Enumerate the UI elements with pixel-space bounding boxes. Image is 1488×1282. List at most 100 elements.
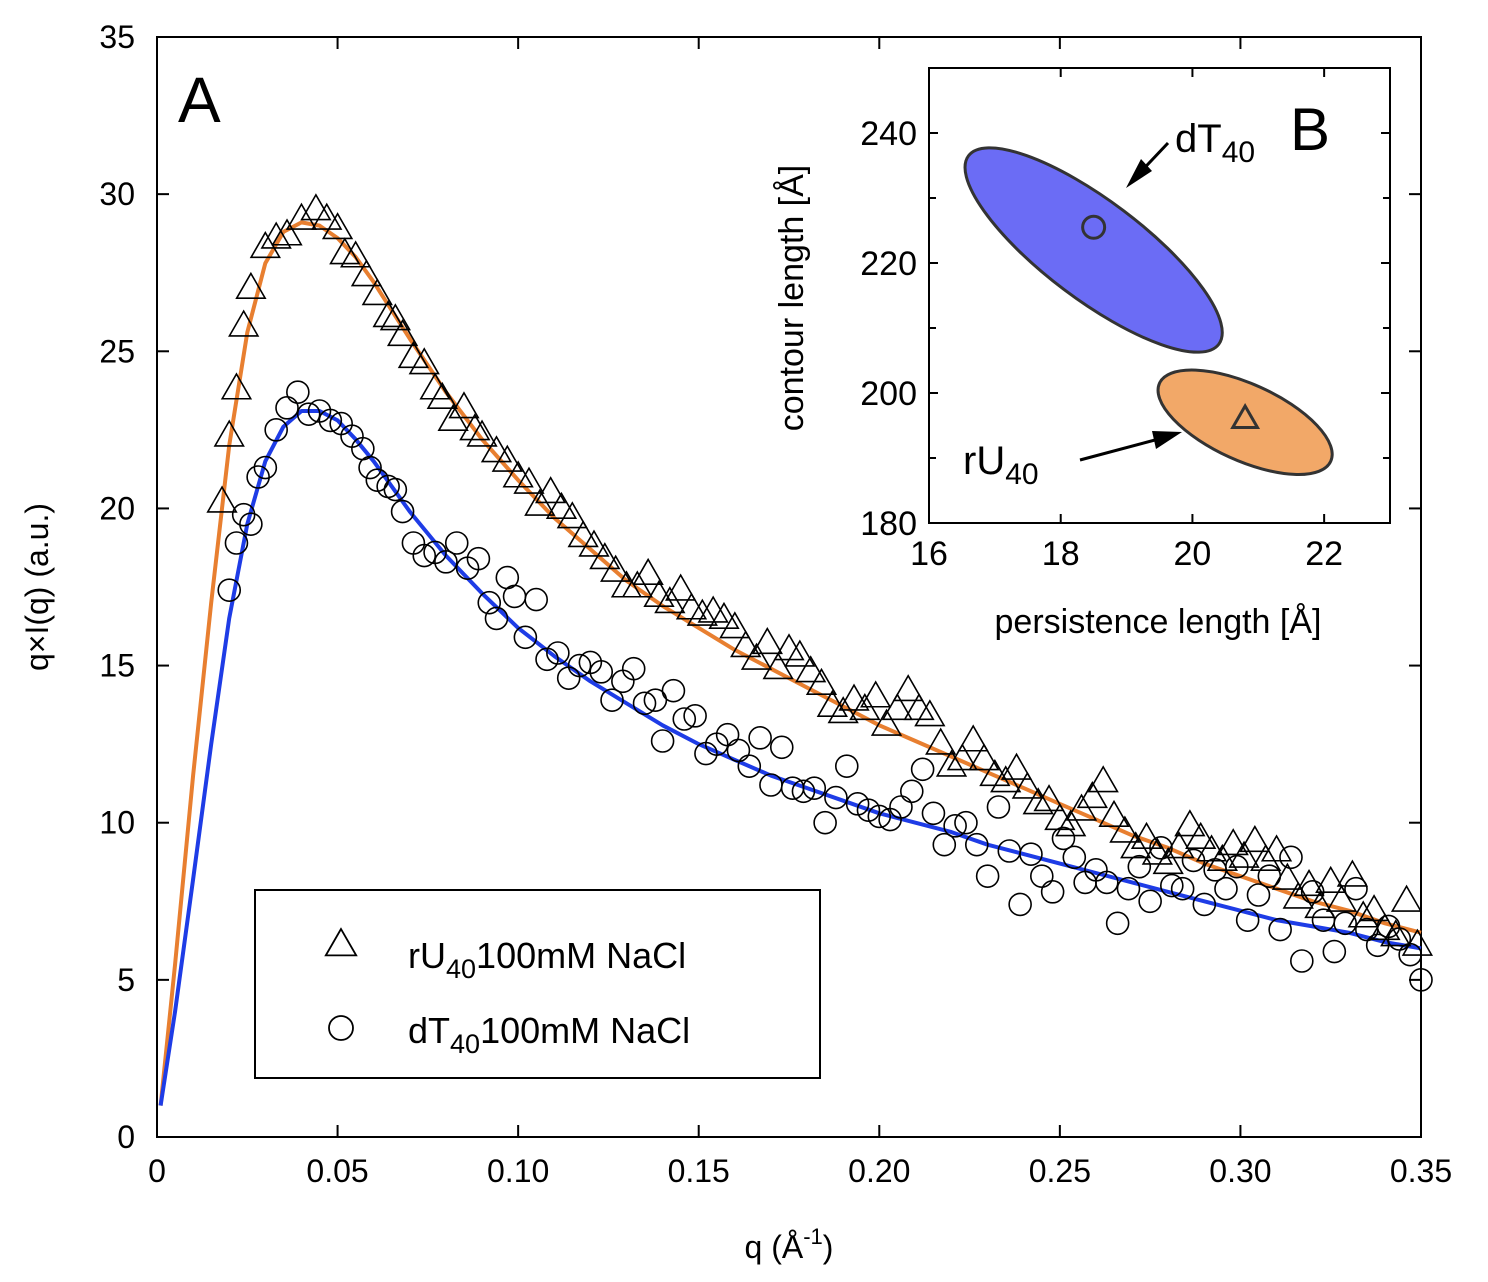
data-point-dt40: [484, 606, 509, 631]
data-point-ru40: [578, 529, 610, 557]
data-point-ru40: [665, 573, 697, 601]
data-point-dt40: [434, 550, 458, 574]
data-point-dt40: [791, 779, 816, 804]
data-point-ru40: [1098, 799, 1130, 827]
data-point-dt40: [502, 584, 527, 609]
data-point-dt40: [1073, 870, 1097, 895]
data-point-ru40: [1000, 752, 1033, 780]
legend-marker-circle: [328, 1015, 354, 1041]
data-point-ru40: [1380, 919, 1412, 947]
inset-y-tick-label: 200: [860, 375, 917, 413]
data-point-ru40: [1347, 900, 1379, 928]
data-point-ru40: [419, 372, 451, 400]
data-point-dt40: [1149, 836, 1173, 860]
data-point-dt40: [224, 531, 249, 555]
data-point-ru40: [1185, 821, 1217, 849]
data-point-ru40: [751, 626, 783, 655]
inset-x-tick-label: 20: [1174, 535, 1212, 573]
data-point-dt40: [1192, 892, 1217, 917]
data-point-ru40: [1087, 765, 1119, 793]
x-tick-label: 0.05: [306, 1153, 368, 1189]
data-point-ru40: [260, 221, 292, 249]
data-point-dt40: [672, 707, 697, 731]
data-point-ru40: [1195, 834, 1228, 862]
data-point-dt40: [1008, 892, 1032, 917]
data-point-dt40: [383, 477, 408, 502]
data-point-dt40: [1127, 854, 1152, 879]
data-point-ru40: [480, 435, 513, 463]
data-point-ru40: [600, 554, 632, 582]
data-points: [206, 193, 1434, 992]
data-point-ru40: [968, 743, 1000, 771]
x-tick-label: 0.30: [1209, 1153, 1271, 1189]
data-point-dt40: [1409, 968, 1433, 992]
ellipse-label-dt40: dT40: [1175, 117, 1255, 169]
data-point-ru40: [386, 318, 419, 347]
data-point-ru40: [1325, 884, 1358, 912]
data-point-ru40: [459, 413, 491, 441]
main-x-axis-label: q (Å-1): [745, 1224, 834, 1265]
data-point-dt40: [824, 785, 848, 810]
data-point-ru40: [228, 309, 260, 337]
data-point-ru40: [946, 743, 978, 771]
data-point-ru40: [805, 667, 838, 695]
data-point-dt40: [1062, 845, 1087, 870]
data-point-ru40: [1390, 884, 1423, 912]
data-point-dt40: [1030, 864, 1054, 888]
data-point-ru40: [567, 520, 599, 548]
y-tick-label: 30: [99, 176, 135, 212]
x-tick-label: 0.25: [1029, 1153, 1091, 1189]
data-point-dt40: [650, 729, 675, 753]
data-point-dt40: [845, 792, 870, 816]
data-point-dt40: [524, 587, 549, 612]
data-point-dt40: [1040, 880, 1065, 904]
fit-curve-ru40: [158, 220, 1422, 1106]
data-point-dt40: [253, 455, 278, 480]
legend-marker-triangle: [324, 927, 358, 957]
ellipse-label-dt40-subscript: 40: [1222, 136, 1255, 169]
data-point-dt40: [567, 653, 592, 678]
data-point-dt40: [661, 678, 686, 703]
data-point-dt40: [867, 804, 892, 829]
data-point-dt40: [589, 660, 614, 684]
data-point-ru40: [271, 218, 303, 246]
y-tick-label: 10: [99, 805, 135, 841]
data-point-ru40: [686, 598, 718, 626]
data-point-dt40: [1322, 939, 1347, 964]
inset-x-tick-label: 18: [1042, 535, 1080, 573]
y-tick-label: 25: [99, 333, 135, 369]
legend-label-ru40-condition: 100mM NaCl: [476, 935, 686, 976]
data-point-ru40: [1130, 821, 1163, 849]
inset-axis-ticks: 16 18 20 22 180 200 220 240: [860, 67, 1390, 573]
data-point-ru40: [311, 202, 343, 230]
y-tick-label: 15: [99, 648, 135, 684]
data-point-ru40: [719, 611, 751, 639]
data-point-dt40: [889, 795, 913, 819]
legend-label-dt40-condition: 100mM NaCl: [480, 1010, 690, 1051]
data-point-ru40: [329, 237, 361, 265]
data-point-dt40: [1246, 883, 1271, 907]
data-point-dt40: [986, 795, 1011, 819]
x-tick-label: 0.20: [848, 1153, 910, 1189]
data-point-dt40: [1333, 911, 1357, 936]
data-point-dt40: [1365, 933, 1390, 958]
data-point-ru40: [935, 749, 968, 777]
data-point-dt40: [834, 754, 859, 778]
data-point-dt40: [813, 810, 837, 835]
fit-curve-dt40: [158, 409, 1422, 1106]
inset-x-axis-label: persistence length [Å]: [995, 603, 1322, 641]
fit-curves: [158, 220, 1422, 1106]
legend-markers: [324, 927, 358, 1041]
legend-label-ru40-name: rU: [408, 935, 446, 976]
data-point-dt40: [715, 722, 740, 747]
data-point-ru40: [838, 683, 870, 711]
y-tick-label: 0: [117, 1119, 135, 1155]
data-point-dt40: [802, 776, 827, 800]
inset-x-tick-label: 22: [1305, 535, 1343, 573]
data-point-dt40: [401, 531, 426, 555]
data-point-ru40: [1174, 809, 1206, 837]
data-point-ru40: [1076, 780, 1108, 809]
data-point-dt40: [954, 810, 978, 835]
data-point-ru40: [1336, 859, 1369, 887]
